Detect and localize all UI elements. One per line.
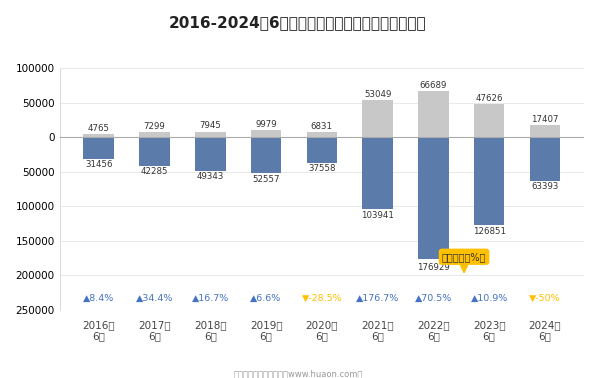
Text: 制图：华经产业研究院（www.huaon.com）: 制图：华经产业研究院（www.huaon.com）: [233, 369, 363, 378]
Bar: [195, 132, 226, 137]
Bar: [530, 137, 560, 181]
Bar: [474, 104, 504, 137]
Bar: [195, 137, 226, 171]
Text: 176929: 176929: [417, 263, 450, 272]
Text: ▲70.5%: ▲70.5%: [415, 294, 452, 303]
Text: 31456: 31456: [85, 160, 113, 169]
Text: 47626: 47626: [476, 94, 503, 103]
Text: 63393: 63393: [531, 182, 558, 191]
Text: 2016-2024年6月青岛胶州湾综合保税区进出口总额: 2016-2024年6月青岛胶州湾综合保税区进出口总额: [169, 15, 427, 30]
Text: 9979: 9979: [255, 120, 277, 129]
Text: 49343: 49343: [197, 172, 224, 181]
Text: ▲16.7%: ▲16.7%: [192, 294, 229, 303]
Text: ▲6.6%: ▲6.6%: [250, 294, 282, 303]
Bar: [139, 132, 170, 137]
Text: 103941: 103941: [361, 211, 394, 220]
Bar: [530, 125, 560, 137]
Bar: [83, 137, 114, 159]
Text: 53049: 53049: [364, 90, 392, 99]
Bar: [362, 101, 393, 137]
Bar: [306, 132, 337, 137]
Bar: [251, 130, 281, 137]
Bar: [418, 137, 449, 259]
Text: 17407: 17407: [531, 115, 558, 124]
Bar: [251, 137, 281, 174]
Text: ▲10.9%: ▲10.9%: [470, 294, 508, 303]
Text: 52557: 52557: [252, 175, 280, 184]
Text: ▼-50%: ▼-50%: [529, 294, 561, 303]
Text: ▲34.4%: ▲34.4%: [136, 294, 173, 303]
Text: ▼-28.5%: ▼-28.5%: [302, 294, 342, 303]
Bar: [139, 137, 170, 166]
Polygon shape: [460, 264, 468, 273]
Text: 66689: 66689: [420, 81, 447, 90]
Text: 37558: 37558: [308, 164, 336, 173]
Bar: [362, 137, 393, 209]
Text: ▲8.4%: ▲8.4%: [83, 294, 114, 303]
Text: 126851: 126851: [473, 228, 505, 237]
Bar: [418, 91, 449, 137]
Bar: [306, 137, 337, 163]
Text: 同比增速（%）: 同比增速（%）: [442, 252, 486, 262]
Text: 6831: 6831: [311, 122, 333, 131]
Text: 7299: 7299: [144, 122, 166, 131]
Text: 4765: 4765: [88, 124, 110, 133]
Bar: [474, 137, 504, 225]
Text: ▲176.7%: ▲176.7%: [356, 294, 399, 303]
Bar: [83, 134, 114, 137]
Text: 7945: 7945: [200, 121, 221, 130]
Text: 42285: 42285: [141, 167, 168, 176]
